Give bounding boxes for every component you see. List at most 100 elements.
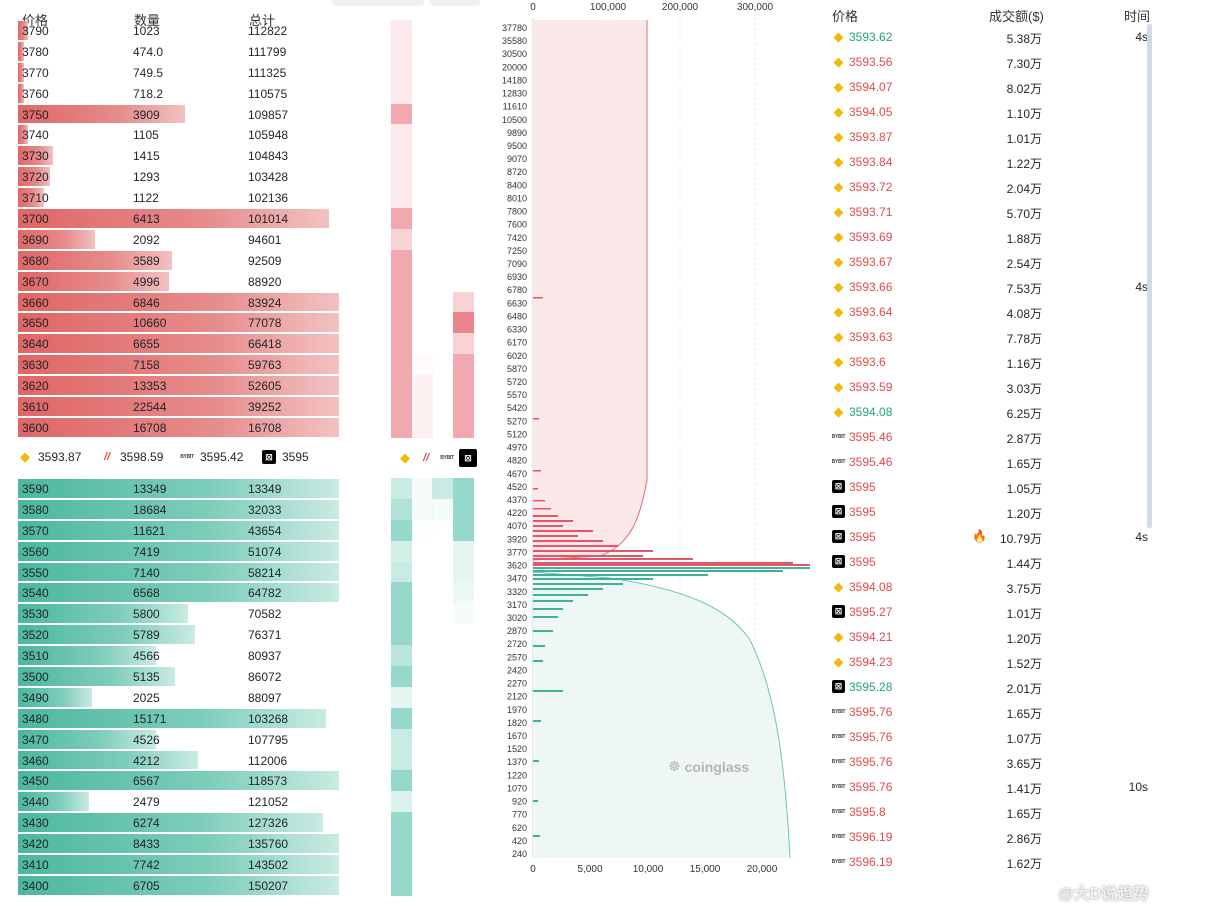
ask-row[interactable]: 3630 7158 59763 <box>18 354 339 375</box>
trade-time: 10s <box>1128 780 1148 794</box>
binance-icon: ◆ <box>833 403 844 419</box>
ask-row[interactable]: 3600 16708 16708 <box>18 417 339 438</box>
bid-row[interactable]: 3530 5800 70582 <box>18 603 339 624</box>
trade-row[interactable]: BYBIT 3595.46 1.65万 <box>832 449 1162 474</box>
ask-row[interactable]: 3740 1105 105948 <box>18 124 339 145</box>
trade-row[interactable]: BYBIT 3595.8 1.65万 <box>832 799 1162 824</box>
price-tick-label: 420 <box>512 836 527 846</box>
trade-price: 3593.64 <box>849 305 893 319</box>
bid-row[interactable]: 3410 7742 143502 <box>18 854 339 875</box>
bid-row[interactable]: 3500 5135 86072 <box>18 666 339 687</box>
trade-row[interactable]: ◆ 3593.59 3.03万 <box>832 374 1162 399</box>
bid-row[interactable]: 3560 7419 51074 <box>18 541 339 562</box>
bybit-icon[interactable]: BYBIT <box>440 455 454 461</box>
bid-row[interactable]: 3580 18684 32033 <box>18 499 339 520</box>
bitget-icon[interactable]: // <box>422 452 430 464</box>
ask-row[interactable]: 3700 6413 101014 <box>18 208 339 229</box>
trades-scrollbar[interactable] <box>1147 24 1152 528</box>
trade-row[interactable]: ◆ 3593.72 2.04万 <box>832 174 1162 199</box>
ask-qty: 16708 <box>133 420 167 435</box>
trade-row[interactable]: BYBIT 3595.76 3.65万 <box>832 749 1162 774</box>
bid-row[interactable]: 3480 15171 103268 <box>18 708 339 729</box>
trade-row[interactable]: BYBIT 3595.46 2.87万 <box>832 424 1162 449</box>
bid-row[interactable]: 3460 4212 112006 <box>18 750 339 771</box>
trade-row[interactable]: BYBIT 3595.76 1.07万 <box>832 724 1162 749</box>
ask-total: 110575 <box>248 86 288 101</box>
trade-row[interactable]: BYBIT 3595.76 1.41万 10s <box>832 774 1162 799</box>
ask-row[interactable]: 3760 718.2 110575 <box>18 83 339 104</box>
ask-price: 3640 <box>22 337 49 352</box>
trade-row[interactable]: ◆ 3593.64 4.08万 <box>832 299 1162 324</box>
trade-row[interactable]: ◆ 3594.21 1.20万 <box>832 624 1162 649</box>
bid-qty: 2025 <box>133 690 160 705</box>
trade-row[interactable]: BYBIT 3596.19 1.62万 <box>832 849 1162 874</box>
trade-row[interactable]: ◆ 3593.67 2.54万 <box>832 249 1162 274</box>
ask-row[interactable]: 3650 10660 77078 <box>18 312 339 333</box>
ask-row[interactable]: 3680 3589 92509 <box>18 250 339 271</box>
trade-row[interactable]: ◆ 3594.05 1.10万 <box>832 99 1162 124</box>
bid-row[interactable]: 3550 7140 58214 <box>18 562 339 583</box>
trade-row[interactable]: ⊠ 3595 1.05万 <box>832 474 1162 499</box>
bid-row[interactable]: 3400 6705 150207 <box>18 875 339 896</box>
heatmap-cell <box>412 292 433 313</box>
ask-row[interactable]: 3780 474.0 111799 <box>18 41 339 62</box>
ask-row[interactable]: 3710 1122 102136 <box>18 187 339 208</box>
trade-row[interactable]: ◆ 3593.56 7.30万 <box>832 49 1162 74</box>
ask-total: 52605 <box>248 379 282 394</box>
ask-row[interactable]: 3790 1023 112822 <box>18 20 339 41</box>
trade-row[interactable]: ◆ 3593.6 1.16万 <box>832 349 1162 374</box>
bid-row[interactable]: 3470 4526 107795 <box>18 729 339 750</box>
trade-row[interactable]: BYBIT 3595.76 1.65万 <box>832 699 1162 724</box>
bid-depth-bar <box>18 499 339 519</box>
ask-row[interactable]: 3730 1415 104843 <box>18 145 339 166</box>
trade-row[interactable]: ◆ 3593.66 7.53万 4s <box>832 274 1162 299</box>
bid-row[interactable]: 3440 2479 121052 <box>18 791 339 812</box>
trade-row[interactable]: ◆ 3594.08 6.25万 <box>832 399 1162 424</box>
trade-row[interactable]: ◆ 3594.07 8.02万 <box>832 74 1162 99</box>
ask-qty: 1122 <box>133 191 159 206</box>
ask-row[interactable]: 3610 22544 39252 <box>18 396 339 417</box>
bid-row[interactable]: 3430 6274 127326 <box>18 812 339 833</box>
trade-row[interactable]: ◆ 3593.71 5.70万 <box>832 199 1162 224</box>
ask-row[interactable]: 3750 3909 109857 <box>18 104 339 125</box>
trade-row[interactable]: ◆ 3593.84 1.22万 <box>832 149 1162 174</box>
bid-depth-bar <box>18 729 157 749</box>
trade-row[interactable]: ⊠ 3595 1.20万 <box>832 499 1162 524</box>
trade-row[interactable]: ◆ 3594.23 1.52万 <box>832 649 1162 674</box>
bid-row[interactable]: 3420 8433 135760 <box>18 833 339 854</box>
bid-row[interactable]: 3520 5789 76371 <box>18 624 339 645</box>
ask-row[interactable]: 3660 6846 83924 <box>18 292 339 313</box>
trade-row[interactable]: ◆ 3593.87 1.01万 <box>832 124 1162 149</box>
ask-row[interactable]: 3720 1293 103428 <box>18 166 339 187</box>
trade-row[interactable]: ◆ 3593.62 5.38万 4s <box>832 24 1162 49</box>
fire-icon: 🔥 <box>972 529 987 543</box>
bid-row[interactable]: 3510 4566 80937 <box>18 645 339 666</box>
bid-row[interactable]: 3590 13349 13349 <box>18 478 339 499</box>
trade-row[interactable]: ◆ 3594.08 3.75万 <box>832 574 1162 599</box>
binance-icon[interactable]: ◆ <box>400 450 410 465</box>
trade-row[interactable]: ⊠ 3595 🔥 10.79万 4s <box>832 524 1162 549</box>
bid-row[interactable]: 3490 2025 88097 <box>18 687 339 708</box>
trade-amount: 1.41万 <box>1006 782 1042 796</box>
price-tick-label: 4220 <box>507 508 527 518</box>
ask-row[interactable]: 3770 749.5 111325 <box>18 62 339 83</box>
ask-row[interactable]: 3620 13353 52605 <box>18 375 339 396</box>
ask-row[interactable]: 3640 6655 66418 <box>18 333 339 354</box>
bid-row[interactable]: 3570 11621 43654 <box>18 520 339 541</box>
trade-row[interactable]: ⊠ 3595 1.44万 <box>832 549 1162 574</box>
okx-icon[interactable]: ⊠ <box>459 449 477 467</box>
trade-row[interactable]: ⊠ 3595.27 1.01万 <box>832 599 1162 624</box>
trade-row[interactable]: BYBIT 3596.19 2.86万 <box>832 824 1162 849</box>
top-tab-2[interactable] <box>430 0 480 6</box>
bid-row[interactable]: 3450 6567 118573 <box>18 770 339 791</box>
trade-row[interactable]: ⊠ 3595.28 2.01万 <box>832 674 1162 699</box>
bid-row[interactable]: 3540 6568 64782 <box>18 582 339 603</box>
trade-row[interactable]: ◆ 3593.69 1.88万 <box>832 224 1162 249</box>
ask-row[interactable]: 3670 4996 88920 <box>18 271 339 292</box>
ask-row[interactable]: 3690 2092 94601 <box>18 229 339 250</box>
trade-row[interactable]: ◆ 3593.63 7.78万 <box>832 324 1162 349</box>
price-tick-label: 5570 <box>507 390 527 400</box>
bid-depth-bar <box>18 646 157 666</box>
ask-total: 103428 <box>248 170 289 185</box>
top-tab-1[interactable] <box>332 0 424 6</box>
